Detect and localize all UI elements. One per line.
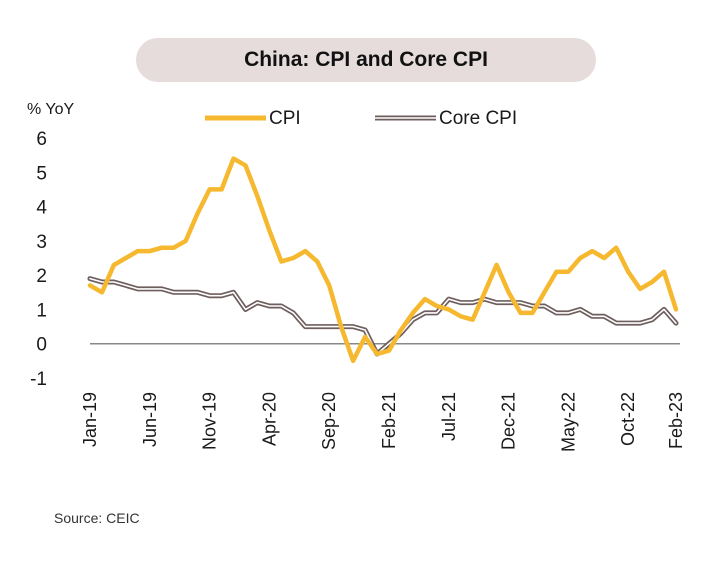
y-tick-label: 6 bbox=[36, 129, 47, 150]
y-tick-label: 0 bbox=[36, 335, 47, 356]
y-axis-label: % YoY bbox=[27, 101, 74, 118]
y-tick-label: 4 bbox=[36, 198, 47, 219]
legend-label-core-cpi: Core CPI bbox=[439, 108, 517, 129]
x-tick-label: Nov-19 bbox=[200, 392, 220, 450]
x-axis-labels: Jan-19 Jun-19 Nov-19 Apr-20 Sep-20 Feb-21 Jul-… bbox=[80, 392, 686, 452]
chart-title: China: CPI and Core CPI bbox=[244, 48, 488, 71]
series-lines bbox=[87, 156, 679, 364]
x-tick-label: May-22 bbox=[558, 392, 578, 452]
y-tick-label: -1 bbox=[30, 369, 47, 390]
series-line-core-cpi-inner bbox=[89, 277, 677, 355]
x-tick-label: Sep-20 bbox=[319, 392, 339, 450]
x-tick-label: Feb-23 bbox=[666, 392, 686, 449]
source-note: Source: CEIC bbox=[54, 510, 140, 526]
legend-label-cpi: CPI bbox=[269, 108, 301, 129]
x-tick-label: Oct-22 bbox=[618, 392, 638, 446]
x-tick-label: Apr-20 bbox=[259, 392, 279, 446]
series-line-core-cpi bbox=[87, 276, 679, 357]
x-tick-label: Jul-21 bbox=[439, 392, 459, 441]
chart-title-pill: China: CPI and Core CPI bbox=[136, 38, 596, 82]
series-line-cpi bbox=[87, 156, 679, 364]
y-tick-label: 2 bbox=[36, 266, 47, 287]
y-tick-label: 5 bbox=[36, 163, 47, 184]
y-tick-label: 3 bbox=[36, 232, 47, 253]
y-axis-labels: -1 0 1 2 3 4 5 6 bbox=[30, 129, 47, 390]
x-tick-label: Jun-19 bbox=[140, 392, 160, 447]
y-tick-label: 1 bbox=[36, 300, 47, 321]
x-tick-label: Feb-21 bbox=[379, 392, 399, 449]
legend: CPI Core CPI bbox=[205, 108, 517, 129]
x-tick-label: Dec-21 bbox=[499, 392, 519, 450]
x-tick-label: Jan-19 bbox=[80, 392, 100, 447]
